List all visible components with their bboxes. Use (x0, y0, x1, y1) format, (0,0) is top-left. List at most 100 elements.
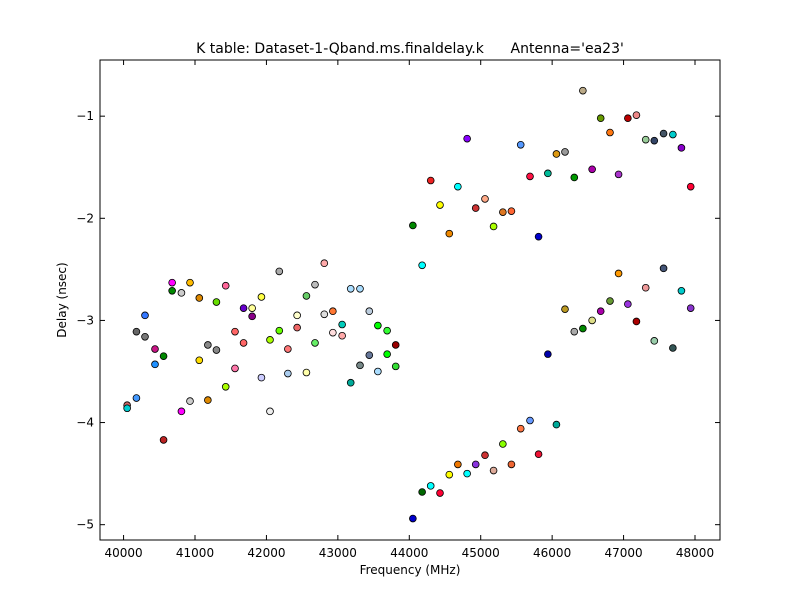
data-point-2 (132, 394, 141, 402)
x-tick-label-1: 41000 (176, 546, 214, 560)
data-point-85 (507, 460, 516, 469)
data-point-14 (186, 278, 194, 287)
data-point-16 (195, 294, 204, 302)
data-point-67 (426, 482, 435, 490)
data-point-50 (346, 284, 355, 293)
data-point-101 (579, 324, 587, 333)
data-point-119 (659, 264, 668, 273)
data-point-36 (284, 345, 292, 353)
data-point-96 (561, 148, 569, 156)
data-point-110 (624, 114, 632, 123)
data-point-115 (641, 283, 650, 292)
data-point-49 (338, 331, 346, 340)
data-point-81 (489, 466, 498, 475)
data-point-64 (418, 261, 426, 270)
data-point-15 (186, 397, 194, 405)
x-tick-label-5: 45000 (462, 546, 500, 560)
data-point-93 (544, 350, 552, 358)
data-point-112 (632, 111, 641, 119)
data-point-25 (231, 364, 239, 373)
data-point-114 (641, 135, 650, 144)
ticks-layer: 40000 41000 42000 43000 44000 45000 46000 47000… (76, 60, 720, 560)
chart-title: K table: Dataset-1-Qband.ms.finaldelay.k… (196, 41, 624, 57)
data-point-3 (132, 327, 141, 336)
data-point-80 (489, 222, 498, 231)
data-point-77 (471, 460, 480, 469)
data-point-122 (677, 144, 686, 152)
data-point-1 (123, 404, 131, 413)
data-point-29 (248, 312, 256, 321)
data-point-78 (481, 195, 489, 203)
data-point-59 (383, 350, 391, 358)
y-tick-label-2: −3 (76, 313, 94, 327)
data-point-73 (454, 460, 462, 469)
data-point-4 (141, 311, 149, 320)
data-point-32 (266, 336, 274, 344)
data-point-9 (159, 352, 168, 360)
y-tick-label-1: −4 (76, 416, 94, 430)
data-point-120 (669, 130, 677, 139)
data-point-42 (311, 280, 319, 289)
data-point-92 (544, 169, 552, 178)
x-tick-label-8: 48000 (676, 546, 714, 560)
data-point-111 (624, 300, 632, 308)
data-point-68 (436, 201, 444, 209)
data-point-76 (471, 204, 480, 212)
data-point-33 (266, 407, 274, 416)
data-point-65 (418, 488, 426, 496)
data-point-48 (338, 320, 346, 329)
data-point-31 (257, 373, 266, 382)
data-point-47 (329, 328, 337, 337)
data-point-118 (659, 129, 668, 138)
data-point-61 (391, 362, 400, 371)
x-tick-label-7: 47000 (604, 546, 642, 560)
data-point-109 (614, 269, 623, 278)
data-point-44 (320, 259, 329, 268)
x-tick-label-0: 40000 (104, 546, 142, 560)
data-point-34 (275, 267, 284, 276)
data-point-27 (239, 339, 248, 347)
data-point-5 (141, 332, 149, 341)
data-point-56 (374, 321, 382, 330)
data-point-11 (168, 287, 176, 295)
data-point-75 (463, 469, 471, 478)
data-point-103 (588, 316, 596, 325)
data-point-21 (212, 346, 221, 354)
data-point-52 (356, 284, 364, 293)
data-point-116 (650, 136, 659, 145)
data-point-90 (534, 232, 543, 241)
data-point-20 (212, 298, 221, 306)
data-point-121 (669, 344, 677, 352)
data-point-104 (596, 114, 605, 123)
data-point-54 (365, 307, 374, 316)
data-point-24 (231, 327, 239, 336)
y-tick-label-3: −2 (76, 211, 94, 225)
data-point-86 (516, 140, 525, 149)
data-point-117 (650, 337, 659, 345)
data-point-66 (426, 176, 435, 185)
data-point-26 (239, 304, 248, 312)
data-point-94 (552, 150, 561, 158)
data-point-58 (383, 326, 391, 335)
data-point-17 (195, 356, 204, 365)
data-point-82 (499, 208, 507, 216)
y-tick-label-0: −5 (76, 518, 94, 532)
data-point-40 (302, 292, 311, 300)
data-point-19 (204, 396, 212, 404)
data-point-71 (445, 470, 454, 479)
data-point-30 (257, 293, 266, 301)
data-point-63 (409, 514, 417, 523)
data-point-38 (293, 311, 301, 320)
x-tick-label-6: 46000 (533, 546, 571, 560)
data-point-97 (561, 305, 569, 313)
data-point-51 (346, 378, 355, 387)
x-tick-label-3: 43000 (319, 546, 357, 560)
data-point-124 (686, 182, 695, 191)
data-point-55 (365, 351, 374, 359)
data-point-79 (481, 451, 489, 460)
data-point-62 (409, 221, 417, 230)
data-point-43 (311, 339, 319, 347)
data-point-95 (552, 420, 561, 429)
